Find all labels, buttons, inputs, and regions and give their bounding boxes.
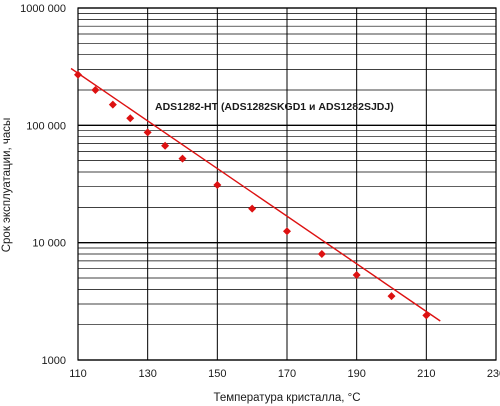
data-point: [74, 70, 82, 79]
data-point: [178, 154, 187, 163]
x-tick-label: 110: [69, 368, 87, 380]
data-point: [352, 271, 361, 280]
trend-line: [70, 67, 441, 322]
y-tick-label: 1000: [42, 355, 66, 367]
data-point: [317, 250, 326, 259]
x-tick-label: 210: [417, 368, 435, 380]
data-point: [248, 204, 257, 213]
y-axis-ticks: 1000 000 100 000 10 000 1000: [20, 3, 66, 367]
data-point: [283, 227, 291, 236]
data-point: [213, 181, 222, 190]
x-tick-label: 150: [208, 368, 226, 380]
data-point: [108, 100, 117, 109]
data-point: [422, 311, 431, 320]
x-tick-label: 130: [138, 368, 156, 380]
data-point: [126, 114, 135, 123]
y-axis-label: Срок эксплуатации, часы: [1, 118, 13, 253]
x-axis-label: Температура кристалла, °С: [213, 392, 360, 404]
data-point: [387, 292, 396, 301]
y-tick-label: 1000 000: [20, 3, 66, 15]
data-point: [143, 128, 152, 137]
data-points: [74, 70, 431, 320]
x-tick-label: 170: [278, 368, 296, 380]
major-gridlines: [77, 7, 497, 361]
y-tick-label: 100 000: [26, 120, 66, 132]
y-tick-label: 10 000: [32, 238, 66, 250]
fit-line: [70, 67, 441, 322]
plot-frame: [77, 7, 497, 361]
plot-border: [77, 7, 497, 361]
series-annotation: ADS1282-HT (ADS1282SKGD1 и ADS1282SJDJ): [155, 101, 394, 113]
x-tick-label: 190: [347, 368, 365, 380]
data-point: [161, 141, 170, 150]
x-tick-label: 230: [487, 368, 500, 380]
data-point: [91, 86, 100, 95]
x-axis-ticks: 110 130 150 170 190 210 230: [69, 368, 500, 380]
